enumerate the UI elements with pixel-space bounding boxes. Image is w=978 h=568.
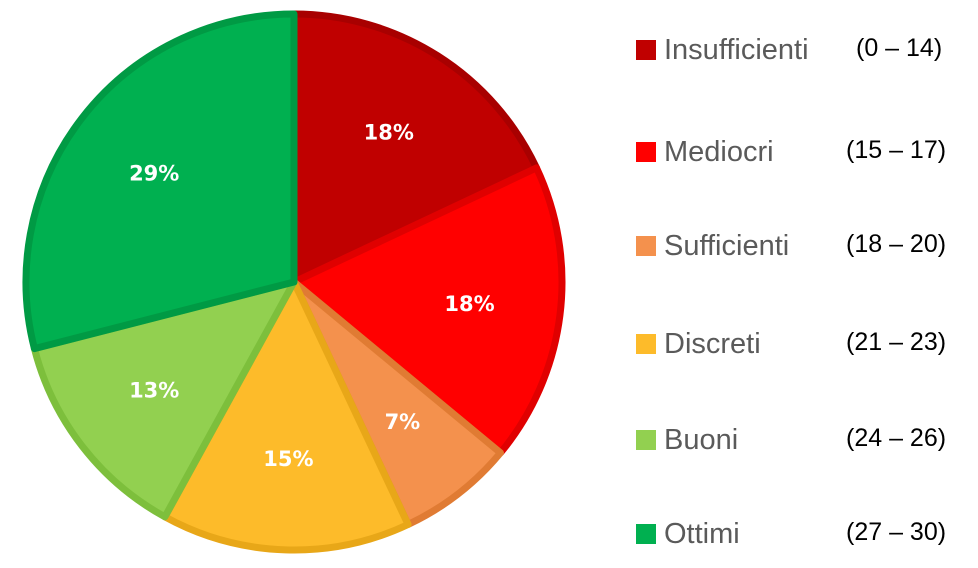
legend-label: Buoni (664, 424, 739, 456)
pie-data-labels: 18% 18% 7% 15% 13% 29% (129, 121, 495, 471)
pie-data-label: 13% (129, 378, 179, 402)
pie-slice-buoni (30, 278, 298, 521)
pie-slice-insufficienti (290, 10, 540, 286)
legend-range: (27 – 30) (846, 518, 947, 546)
legend-range: (21 – 23) (846, 328, 947, 356)
legend-item-buoni: Buoni (24 – 26) (636, 418, 976, 458)
legend-range: (24 – 26) (846, 424, 947, 452)
legend-swatch (636, 334, 656, 354)
pie-data-label: 29% (129, 162, 179, 186)
legend-range: (0 – 14) (856, 34, 943, 62)
pie-data-label: 15% (263, 447, 313, 471)
pie-data-label: 18% (444, 292, 494, 316)
legend-label: Insufficienti (664, 34, 809, 66)
legend-item-sufficienti: Sufficienti (18 – 20) (636, 224, 976, 264)
legend-swatch (636, 40, 656, 60)
legend-item-mediocri: Mediocri (15 – 17) (636, 130, 976, 170)
pie-slice-ottimi (22, 10, 298, 353)
legend-item-discreti: Discreti (21 – 23) (636, 322, 976, 362)
pie-slices (22, 10, 566, 554)
legend-item-ottimi: Ottimi (27 – 30) (636, 512, 976, 552)
pie-data-label: 7% (385, 410, 421, 434)
pie-chart: 18% 18% 7% 15% 13% 29% (22, 10, 566, 554)
legend-range: (15 – 17) (846, 136, 947, 164)
legend-label: Ottimi (664, 518, 740, 550)
legend-label: Sufficienti (664, 230, 790, 262)
legend-label: Discreti (664, 328, 761, 360)
legend-swatch (636, 430, 656, 450)
legend-swatch (636, 236, 656, 256)
legend-swatch (636, 142, 656, 162)
pie-slice-mediocri (290, 164, 566, 457)
pie-data-label: 18% (364, 121, 414, 145)
legend-item-insufficienti: Insufficienti (0 – 14) (636, 28, 976, 68)
legend-range: (18 – 20) (846, 230, 947, 258)
pie-slice-discreti (161, 278, 412, 554)
legend-label: Mediocri (664, 136, 774, 168)
legend-swatch (636, 524, 656, 544)
